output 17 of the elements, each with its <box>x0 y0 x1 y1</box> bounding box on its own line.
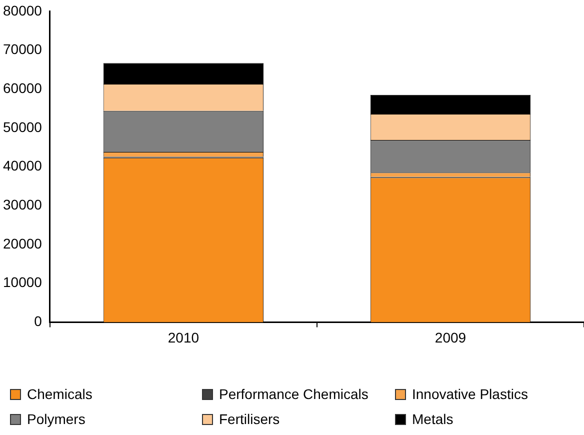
legend-label: Metals <box>412 411 454 427</box>
y-tick-label: 70000 <box>2 41 42 58</box>
y-tick-label: 20000 <box>2 235 42 252</box>
y-tick-label: 30000 <box>2 196 42 213</box>
legend-label: Fertilisers <box>219 411 280 427</box>
x-tick-label: 2009 <box>434 329 466 346</box>
y-tick-label: 10000 <box>2 274 42 290</box>
legend-label: Performance Chemicals <box>219 386 368 402</box>
y-tick-label: 60000 <box>2 80 42 96</box>
legend-label: Chemicals <box>27 386 92 402</box>
y-tick-label: 50000 <box>2 118 42 135</box>
y-tick-label: 0 <box>34 313 42 330</box>
legend-label: Polymers <box>27 411 86 427</box>
x-tick-label: 2010 <box>168 329 200 346</box>
y-tick-label: 80000 <box>2 2 42 18</box>
y-tick-label: 40000 <box>2 158 42 174</box>
legend-label: Innovative Plastics <box>412 386 528 402</box>
